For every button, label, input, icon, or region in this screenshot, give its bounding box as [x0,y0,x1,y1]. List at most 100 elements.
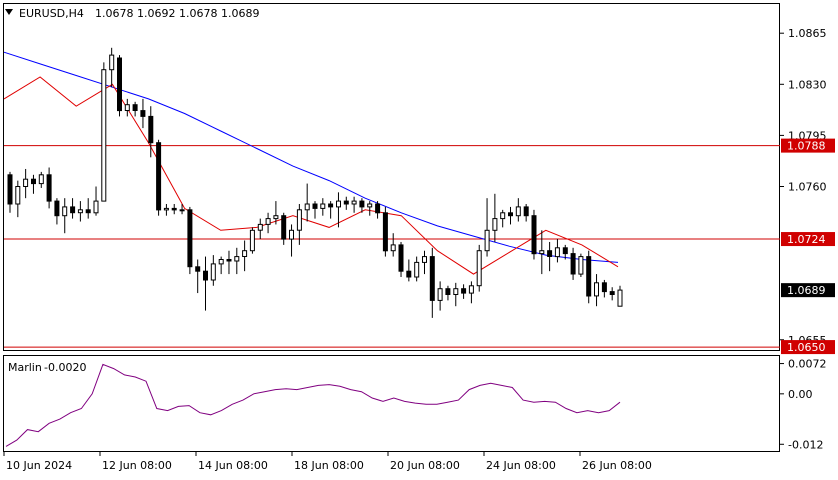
candle [523,204,529,222]
candle-body [85,209,91,214]
candle [601,279,607,298]
candle-body [70,206,76,214]
moving-averages-layer [3,51,619,275]
candle-body [234,256,240,262]
candle-body [156,142,162,211]
candle-body [210,263,216,281]
candle [132,101,138,117]
candle [171,204,177,215]
time-tick-label: 10 Jun 2024 [6,459,72,472]
candle [203,256,208,311]
candle [468,281,474,304]
candle-body [343,200,349,205]
candle-body [218,259,224,265]
indicator-pane-border [3,355,780,452]
indicator-line [5,363,621,447]
candle [77,201,83,222]
candle [422,250,427,275]
candle [296,204,302,245]
candle [492,193,498,242]
candle [124,98,130,117]
candle [609,287,615,301]
candle [312,201,318,219]
candle-body [492,218,498,231]
candle [242,240,248,272]
candle [38,171,44,188]
candle [210,255,216,286]
collapse-triangle-icon[interactable] [5,9,13,15]
candle-body [54,200,60,217]
candle-body [320,203,326,209]
candle [31,174,36,194]
candle-body [429,256,435,301]
level-price-tag-bg [781,340,835,355]
candle-body [422,256,427,263]
candle [547,241,553,272]
candle-body [15,186,21,205]
candle [273,201,279,225]
candle [406,259,412,282]
candle [476,244,482,292]
candle-body [476,250,482,287]
candle-body [124,104,130,111]
candle-body [515,206,521,217]
candle-body [93,200,99,214]
level-price-tag: 1.0650 [787,341,826,354]
candle [398,241,404,278]
candle [289,224,294,257]
candle-body [508,212,513,217]
ma-slow-line [3,51,619,263]
candle [594,274,599,307]
candle [54,198,60,225]
candle-body [547,250,553,257]
candle-body [257,223,263,231]
candle [437,281,443,311]
candle-body [382,212,388,252]
candle-body [468,285,474,294]
candle [375,201,381,219]
candle-body [296,209,302,231]
candle [109,47,115,88]
candle-body [406,270,412,278]
main-pane-border [3,3,780,351]
candle [359,198,365,213]
candle-body [46,174,52,202]
candle-body [140,110,146,117]
candle-body [617,289,623,307]
candle [390,233,396,257]
candle [70,198,76,219]
candle-body [554,247,560,258]
indicator-tick-label: -0.012 [788,438,823,451]
candle [265,212,271,234]
candle [570,247,576,280]
time-tick-label: 18 Jun 08:00 [294,459,364,472]
indicator-tick-label: 0.0072 [788,358,827,371]
current-price-tag-bg [781,283,835,298]
candle-body [38,174,44,185]
levels-layer [4,145,780,348]
candle-body [539,250,545,255]
symbol-label: EURUSD,H4 [19,7,84,20]
time-tick-label: 24 Jun 08:00 [486,459,556,472]
candle-body [132,104,138,111]
price-tick-label: 1.0865 [788,27,827,40]
candle-body [390,244,396,252]
candle [15,180,21,218]
axis-layer: 1.08651.08301.07951.07601.06551.07881.07… [3,27,835,472]
candle-body [109,54,115,71]
candle [429,247,435,318]
candle-body [312,203,318,209]
candle [578,253,584,278]
candle-body [187,209,193,268]
candle-body [265,218,271,225]
candle-body [367,203,373,208]
candle-body [375,203,381,214]
candle-body [484,229,490,252]
candle-body [7,174,13,205]
candle [320,198,326,216]
candle [93,186,99,216]
ma-fast-line [3,76,619,275]
candle [7,171,13,213]
